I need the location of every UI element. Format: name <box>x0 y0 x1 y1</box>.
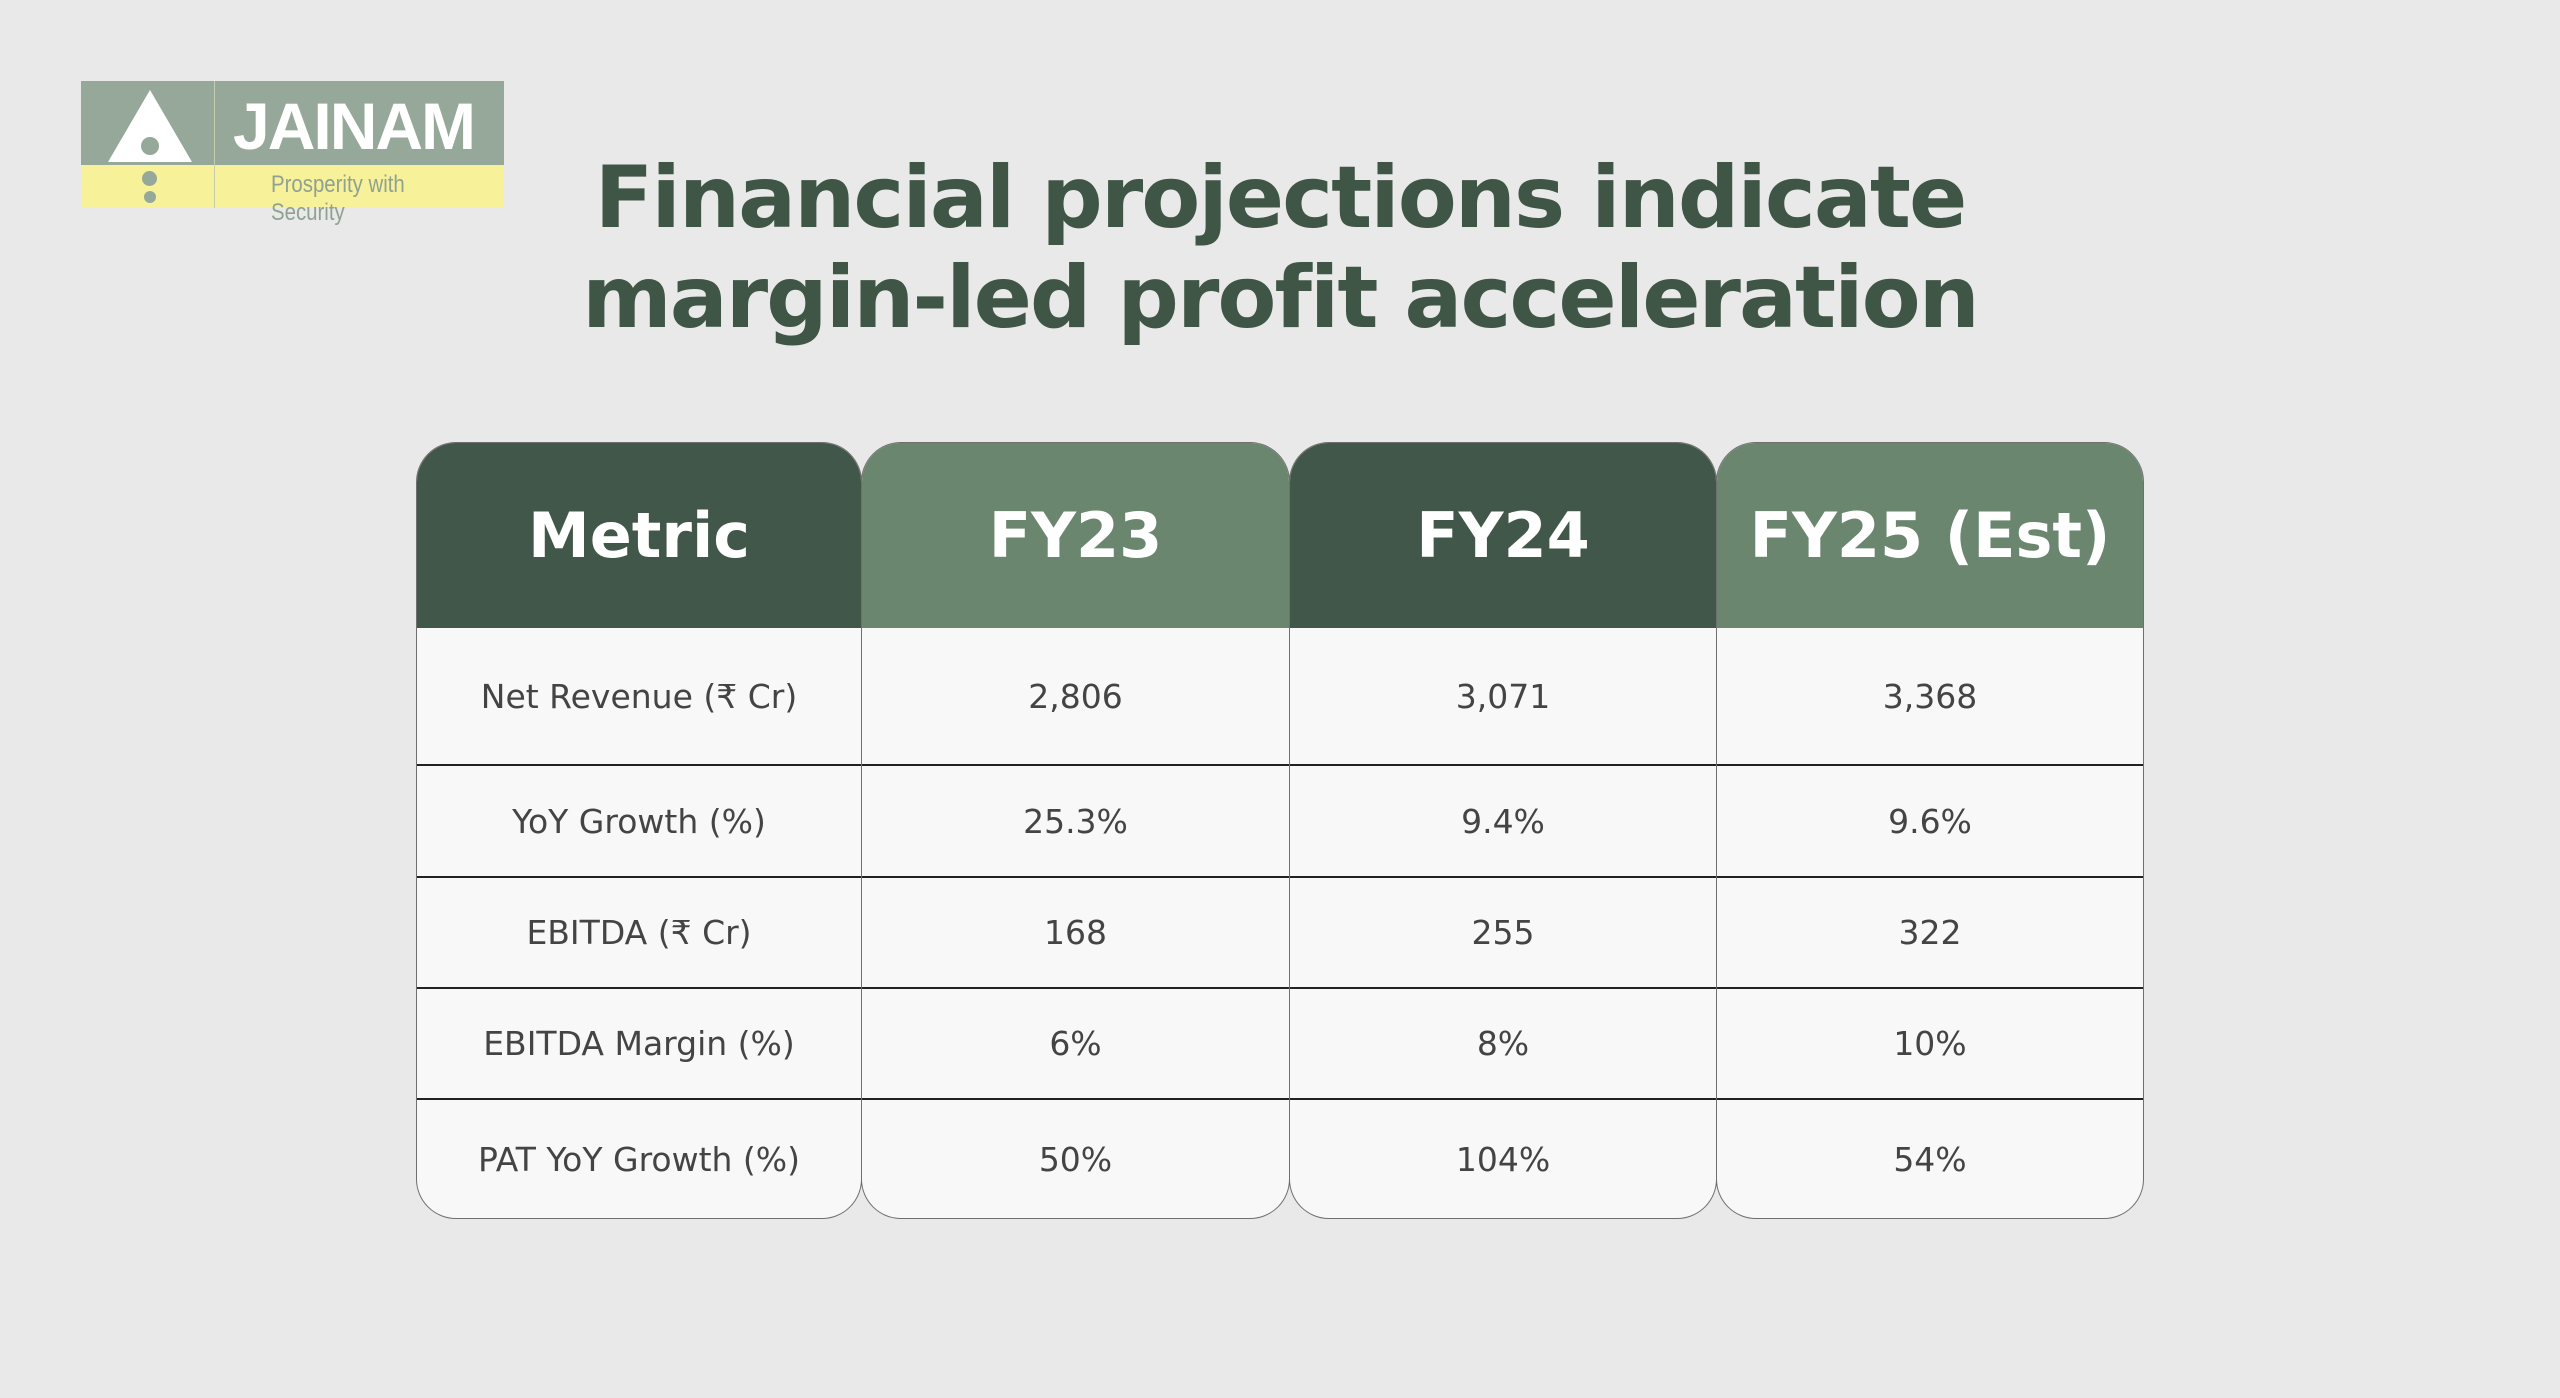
table-column: FY25 (Est) 3,368 9.6% 322 10% 54% <box>1716 442 2144 1219</box>
table-cell: 168 <box>862 878 1289 989</box>
table-cell: 9.6% <box>1717 766 2143 878</box>
metric-label: EBITDA Margin (%) <box>417 989 861 1100</box>
logo-tagline: Prosperity with Security <box>271 171 405 226</box>
table-column: FY24 3,071 9.4% 255 8% 104% <box>1289 442 1717 1219</box>
table-column: Metric Net Revenue (₹ Cr) YoY Growth (%) EB… <box>416 442 862 1219</box>
financial-table: Metric Net Revenue (₹ Cr) YoY Growth (%) EB… <box>416 442 2144 1219</box>
table-cell: 54% <box>1893 1139 1967 1179</box>
metric-label: Net Revenue (₹ Cr) <box>417 628 861 766</box>
table-cell: 322 <box>1717 878 2143 989</box>
column-header: Metric <box>417 443 861 628</box>
table-cell: 3,071 <box>1290 628 1716 766</box>
logo-name: JAINAM <box>233 89 476 163</box>
title-line-2: margin-led profit acceleration <box>582 248 1980 348</box>
column-header: FY23 <box>862 443 1289 628</box>
jainam-logo: JAINAM Prosperity with Security <box>81 81 504 226</box>
metric-label: PAT YoY Growth (%) <box>477 1139 801 1179</box>
table-column: FY23 2,806 25.3% 168 6% 50% <box>861 442 1290 1219</box>
table-cell: 3,368 <box>1717 628 2143 766</box>
table-cell: 25.3% <box>862 766 1289 878</box>
table-cell: 2,806 <box>862 628 1289 766</box>
table-cell: 8% <box>1290 989 1716 1100</box>
page-title: Financial projections indicate margin-le… <box>0 148 2560 348</box>
title-line-1: Financial projections indicate <box>594 148 1968 248</box>
column-header: FY25 (Est) <box>1717 443 2143 628</box>
table-cell: 9.4% <box>1290 766 1716 878</box>
table-cell: 104% <box>1455 1139 1551 1179</box>
table-cell: 255 <box>1290 878 1716 989</box>
column-header: FY24 <box>1290 443 1716 628</box>
metric-label: YoY Growth (%) <box>417 766 861 878</box>
metric-label: EBITDA (₹ Cr) <box>417 878 861 989</box>
table-cell: 6% <box>862 989 1289 1100</box>
table-cell: 10% <box>1717 989 2143 1100</box>
table-cell: 50% <box>1038 1139 1113 1179</box>
